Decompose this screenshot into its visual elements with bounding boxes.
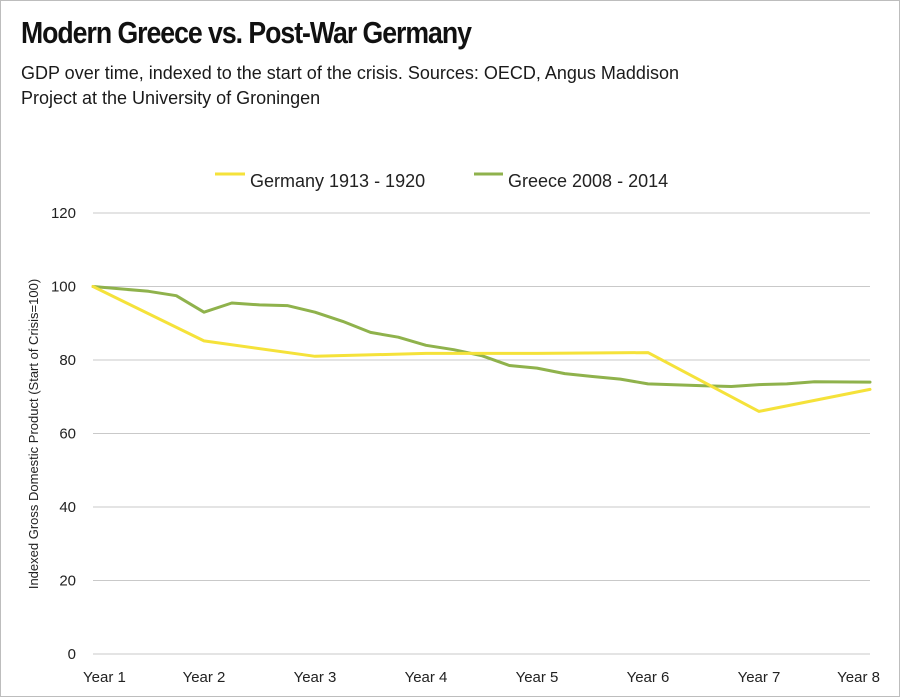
y-tick-label: 100	[51, 279, 76, 296]
x-tick-label: Year 8	[837, 669, 880, 686]
gridlines	[93, 212, 870, 655]
series-line-1	[91, 285, 872, 388]
x-tick-label: Year 3	[294, 669, 337, 686]
y-tick-label: 80	[59, 352, 76, 369]
x-tick-label: Year 7	[738, 669, 781, 686]
x-tick-label: Year 2	[183, 669, 226, 686]
y-tick-label: 40	[59, 499, 76, 516]
x-tick-label: Year 6	[627, 669, 670, 686]
y-tick-label: 20	[59, 573, 76, 590]
chart-title: Modern Greece vs. Post-War Germany	[21, 15, 472, 50]
y-axis-ticks: 0 20 40 60 80 100 120	[51, 205, 76, 663]
chart-subtitle: GDP over time, indexed to the start of t…	[21, 63, 679, 108]
y-tick-label: 60	[59, 426, 76, 443]
y-tick-label: 0	[68, 646, 76, 663]
series-lines	[91, 285, 872, 413]
legend-label: Greece 2008 - 2014	[508, 171, 668, 191]
legend: Germany 1913 - 1920 Greece 2008 - 2014	[215, 171, 668, 191]
y-axis-label: Indexed Gross Domestic Product (Start of…	[26, 279, 41, 589]
legend-label: Germany 1913 - 1920	[250, 171, 425, 191]
y-tick-label: 120	[51, 205, 76, 222]
x-tick-label: Year 1	[83, 669, 126, 686]
series-line-0	[91, 285, 872, 413]
x-tick-label: Year 4	[405, 669, 448, 686]
x-axis-ticks: Year 1 Year 2 Year 3 Year 4 Year 5 Year 6 Year…	[83, 669, 880, 686]
x-tick-label: Year 5	[516, 669, 559, 686]
